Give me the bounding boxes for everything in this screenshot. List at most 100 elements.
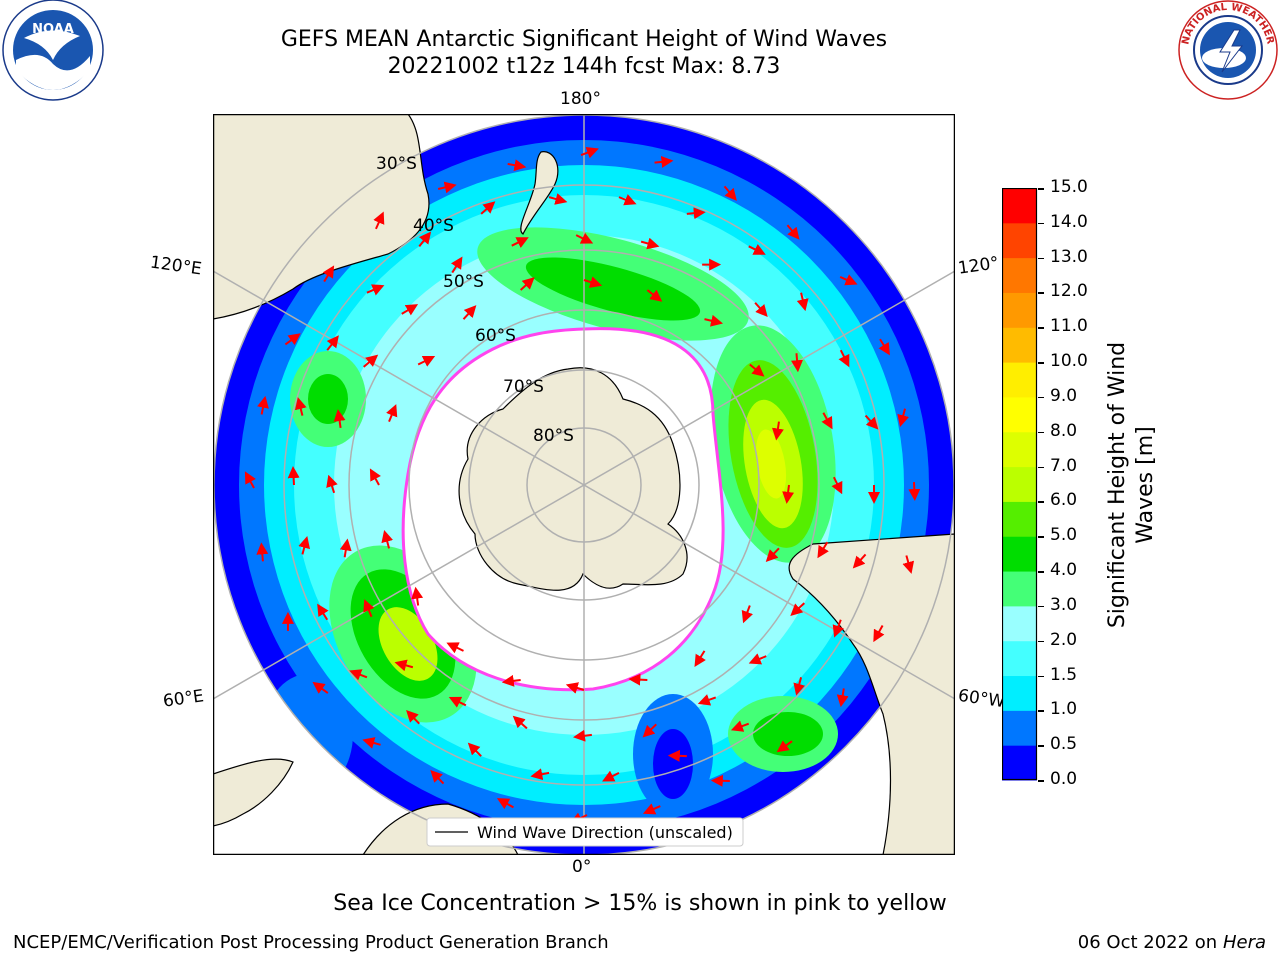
colorbar-tick-mark <box>1038 257 1044 260</box>
lon-label-60w: 60°W <box>956 685 1007 713</box>
lon-label-120e: 120°E <box>148 252 203 280</box>
wind-wave-arrow <box>723 185 737 201</box>
colorbar-tick-mark <box>1038 431 1044 434</box>
wind-wave-arrow <box>748 244 766 255</box>
colorbar-tick-mark <box>1038 466 1044 469</box>
colorbar-label-line2: Waves [m] <box>1133 426 1158 544</box>
colorbar-ticks: 0.0 0.5 1.0 1.5 2.0 3.0 4.0 5.0 6.0 7.0 8.0 9.0 10.0… <box>1038 177 1108 792</box>
wind-wave-arrow <box>369 468 381 486</box>
wind-wave-arrow <box>257 395 269 415</box>
colorbar-band <box>1002 536 1037 572</box>
wind-wave-arrow <box>640 237 660 250</box>
colorbar-band <box>1002 501 1037 537</box>
org-credit: NCEP/EMC/Verification Post Processing Pr… <box>13 932 609 953</box>
wind-wave-arrow <box>580 146 599 159</box>
wind-wave-arrow <box>749 363 765 377</box>
wind-wave-arrow <box>754 302 768 317</box>
colorbar-band <box>1002 466 1037 502</box>
wind-wave-arrow <box>512 715 528 730</box>
lon-label-60e: 60°E <box>161 686 206 712</box>
run-host: Hera <box>1222 932 1266 953</box>
wind-wave-arrow <box>821 412 833 430</box>
wind-wave-arrow <box>386 404 398 423</box>
colorbar-tick-mark <box>1038 640 1044 643</box>
wind-wave-arrow <box>618 194 637 206</box>
lat-label-70s: 70°S <box>503 377 544 397</box>
colorbar-band <box>1002 257 1037 293</box>
colorbar-band <box>1002 640 1037 677</box>
lat-label-60s: 60°S <box>475 326 516 346</box>
wind-wave-arrow <box>765 547 780 563</box>
colorbar-tick-mark <box>1038 745 1044 747</box>
wind-wave-arrow <box>575 232 594 244</box>
wind-wave-arrow <box>565 682 585 694</box>
map-frame <box>213 114 955 855</box>
colorbar-tick-mark <box>1038 327 1044 329</box>
colorbar-tick-mark <box>1038 188 1044 190</box>
wind-wave-arrow <box>628 673 648 686</box>
wind-wave-arrow <box>697 694 717 706</box>
lon-label-120w: 120° <box>956 253 1001 279</box>
wind-wave-arrow <box>366 284 385 296</box>
wind-wave-arrow <box>417 356 436 367</box>
wind-wave-arrow <box>448 696 467 708</box>
wind-wave-arrow <box>686 207 706 220</box>
wind-wave-arrow <box>317 603 329 621</box>
wind-wave-arrow <box>446 642 464 654</box>
wind-wave-arrow <box>501 674 521 687</box>
wind-wave-arrows <box>244 146 921 824</box>
colorbar-band <box>1002 188 1037 224</box>
wind-wave-arrow <box>642 723 657 738</box>
wind-wave-arrow <box>704 314 724 327</box>
wind-wave-arrow <box>418 231 432 247</box>
colorbar-tick-label: 7.0 <box>1050 455 1078 476</box>
wind-wave-arrow <box>583 276 603 288</box>
africa <box>213 758 294 827</box>
wind-wave-arrow <box>373 211 385 230</box>
colorbar-tick-mark <box>1038 710 1044 712</box>
wind-wave-arrow <box>654 155 674 168</box>
wind-wave-arrow <box>790 602 806 616</box>
colorbar-tick-mark <box>1038 292 1044 294</box>
wind-wave-arrow <box>796 292 809 312</box>
wind-wave-arrow <box>836 688 849 708</box>
wind-wave-arrow <box>401 304 419 316</box>
colorbar-tick-label: 8.0 <box>1050 420 1078 441</box>
wind-wave-arrow <box>852 553 867 569</box>
noaa-logo-text: NOAA <box>32 22 74 37</box>
wind-wave-arrow <box>694 650 706 667</box>
wind-wave-arrow <box>450 256 463 274</box>
wind-wave-arrow <box>467 742 482 757</box>
wind-wave-arrow <box>817 541 829 559</box>
wind-wave-arrow <box>430 769 445 785</box>
colorbar-tick-label: 1.0 <box>1050 699 1078 720</box>
wind-wave-arrow <box>791 353 804 373</box>
wind-wave-arrow <box>897 408 910 428</box>
wind-wave-arrow <box>782 484 795 504</box>
wind-wave-arrow <box>908 481 921 502</box>
lat-label-80s: 80°S <box>533 426 574 446</box>
wind-wave-arrow <box>873 625 885 643</box>
wind-wave-arrow <box>646 289 663 302</box>
colorbar-tick-label: 5.0 <box>1050 525 1078 546</box>
colorbar-tick-label: 6.0 <box>1050 490 1078 511</box>
colorbar-band <box>1002 605 1037 642</box>
wind-wave-arrow <box>730 720 750 732</box>
noaa-logo: NOAA <box>2 0 104 101</box>
colorbar-tick-label: 13.0 <box>1050 246 1088 267</box>
legend-label: Wind Wave Direction (unscaled) <box>477 823 733 842</box>
wind-wave-arrow <box>284 333 301 346</box>
wind-wave-arrow <box>776 740 793 753</box>
wind-wave-arrow <box>642 803 661 815</box>
wind-wave-arrow <box>832 619 844 638</box>
wind-wave-arrow <box>298 536 311 555</box>
colorbar-band <box>1002 362 1037 398</box>
wind-wave-arrow <box>394 659 414 672</box>
wind-wave-arrow <box>363 354 379 368</box>
run-date: 06 Oct 2022 on Hera <box>1078 932 1266 953</box>
colorbar-tick-mark <box>1038 501 1044 503</box>
lat-label-30s: 30°S <box>376 154 417 174</box>
wind-wave-arrow <box>363 599 375 618</box>
wind-wave-arrow <box>548 193 568 205</box>
wind-wave-arrow <box>480 201 496 215</box>
